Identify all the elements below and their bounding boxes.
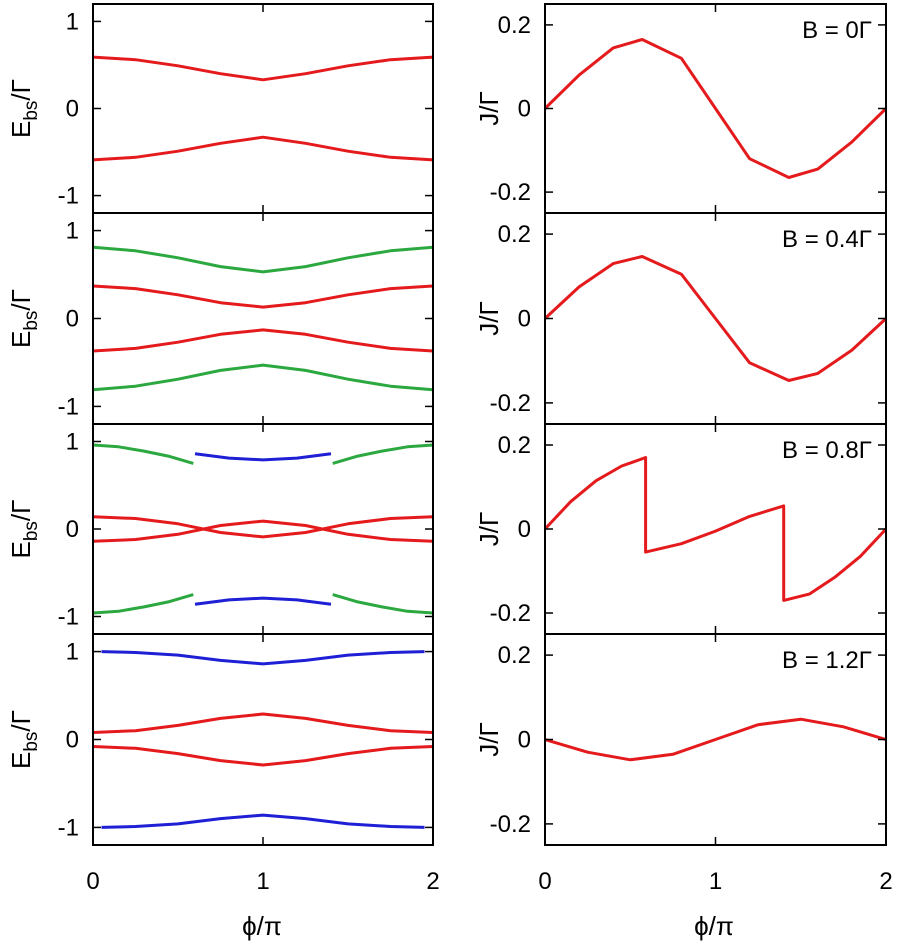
y-tick-label: -0.2 (490, 390, 531, 417)
y-axis-label: Ebs/Γ (6, 79, 42, 138)
y-tick-label: 1 (66, 429, 79, 456)
panel-J_B04: -0.2 0 0.2 J/Γ B = 0.4Γ (474, 212, 888, 425)
field-annotation: B = 1.2Γ (782, 647, 872, 674)
series-line-J_B04-0 (543, 255, 888, 382)
y-tick-label: -1 (58, 393, 79, 420)
series-line-E_B08-6 (194, 596, 332, 606)
y-tick-label: 1 (66, 639, 79, 666)
y-axis-label: Ebs/Γ (6, 710, 42, 769)
y-tick-label: 0.2 (498, 642, 531, 669)
x-tick-label: 0 (86, 868, 99, 895)
y-tick-label: 0 (518, 96, 531, 123)
series-line-E_B08-7 (332, 593, 434, 615)
series-line-E_B04-2 (92, 328, 434, 353)
series-line-E_B08-2 (332, 443, 434, 465)
y-tick-label: 0 (66, 727, 79, 754)
x-tick-label: 1 (709, 868, 722, 895)
series-line-E_B0-1 (92, 135, 434, 162)
y-tick-label: 0 (518, 727, 531, 754)
series-line-E_B12-1 (92, 712, 434, 734)
x-axis-label-left: ϕ/π (242, 911, 282, 941)
series-line-J_B0-0 (543, 38, 888, 179)
panel-E_B12: 0 1 2 -1 0 1 Ebs/Γ (6, 633, 440, 895)
y-axis-label: Ebs/Γ (6, 289, 42, 348)
y-axis-label: J/Γ (474, 512, 504, 547)
y-axis-label: J/Γ (474, 301, 504, 336)
series-line-E_B12-0 (101, 650, 425, 666)
y-tick-label: -1 (58, 183, 79, 210)
panel-J_B12: 0 1 2 -0.2 0 0.2 J/Γ B = 1.2Γ (474, 633, 893, 895)
panel-E_B08: -1 0 1 Ebs/Γ (6, 423, 434, 635)
plot-frame (92, 212, 434, 425)
plot-frame (92, 633, 434, 846)
y-tick-label: -0.2 (490, 811, 531, 838)
series-line-E_B12-2 (92, 745, 434, 767)
series-line-E_B08-1 (194, 452, 332, 462)
x-axis-label-right: ϕ/π (694, 911, 734, 941)
y-tick-label: 0 (518, 306, 531, 333)
series-line-E_B04-3 (92, 363, 434, 392)
y-axis-label: Ebs/Γ (6, 500, 42, 559)
y-tick-label: 1 (66, 8, 79, 35)
y-tick-label: 0.2 (498, 12, 531, 39)
series-line-J_B08-0 (543, 456, 888, 602)
panel-J_B0: -0.2 0 0.2 J/Γ B = 0Γ (474, 3, 888, 214)
series-line-E_B08-4 (92, 519, 434, 543)
y-tick-label: 0.2 (498, 432, 531, 459)
series-line-E_B08-3 (92, 515, 434, 539)
series-line-E_B04-1 (92, 284, 434, 309)
x-tick-label: 1 (256, 868, 269, 895)
series-line-E_B04-0 (92, 245, 434, 274)
field-annotation: B = 0Γ (802, 17, 872, 44)
y-tick-label: 1 (66, 218, 79, 245)
y-tick-label: -1 (58, 604, 79, 631)
y-axis-label: J/Γ (474, 91, 504, 126)
field-annotation: B = 0.4Γ (782, 226, 872, 253)
panel-E_B04: -1 0 1 Ebs/Γ (6, 212, 434, 425)
y-tick-label: -0.2 (490, 600, 531, 627)
series-line-E_B08-5 (92, 593, 194, 615)
x-tick-label: 0 (538, 868, 551, 895)
plot-frame (92, 423, 434, 635)
y-tick-label: 0 (518, 516, 531, 543)
y-axis-label: J/Γ (474, 722, 504, 757)
plot-frame (92, 3, 434, 214)
field-annotation: B = 0.8Γ (782, 437, 872, 464)
y-tick-label: -0.2 (490, 179, 531, 206)
y-tick-label: 0 (66, 306, 79, 333)
series-line-E_B12-3 (101, 813, 425, 829)
y-tick-label: 0 (66, 96, 79, 123)
series-line-E_B08-0 (92, 443, 194, 465)
series-line-J_B12-0 (544, 717, 887, 762)
series-line-E_B0-0 (92, 55, 434, 82)
y-tick-label: 0.2 (498, 221, 531, 248)
x-tick-label: 2 (426, 868, 439, 895)
panel-J_B08: -0.2 0 0.2 J/Γ B = 0.8Γ (474, 423, 888, 635)
x-tick-label: 2 (879, 868, 892, 895)
y-tick-label: 0 (66, 516, 79, 543)
y-tick-label: -1 (58, 814, 79, 841)
panel-E_B0: -1 0 1 Ebs/Γ (6, 3, 434, 214)
